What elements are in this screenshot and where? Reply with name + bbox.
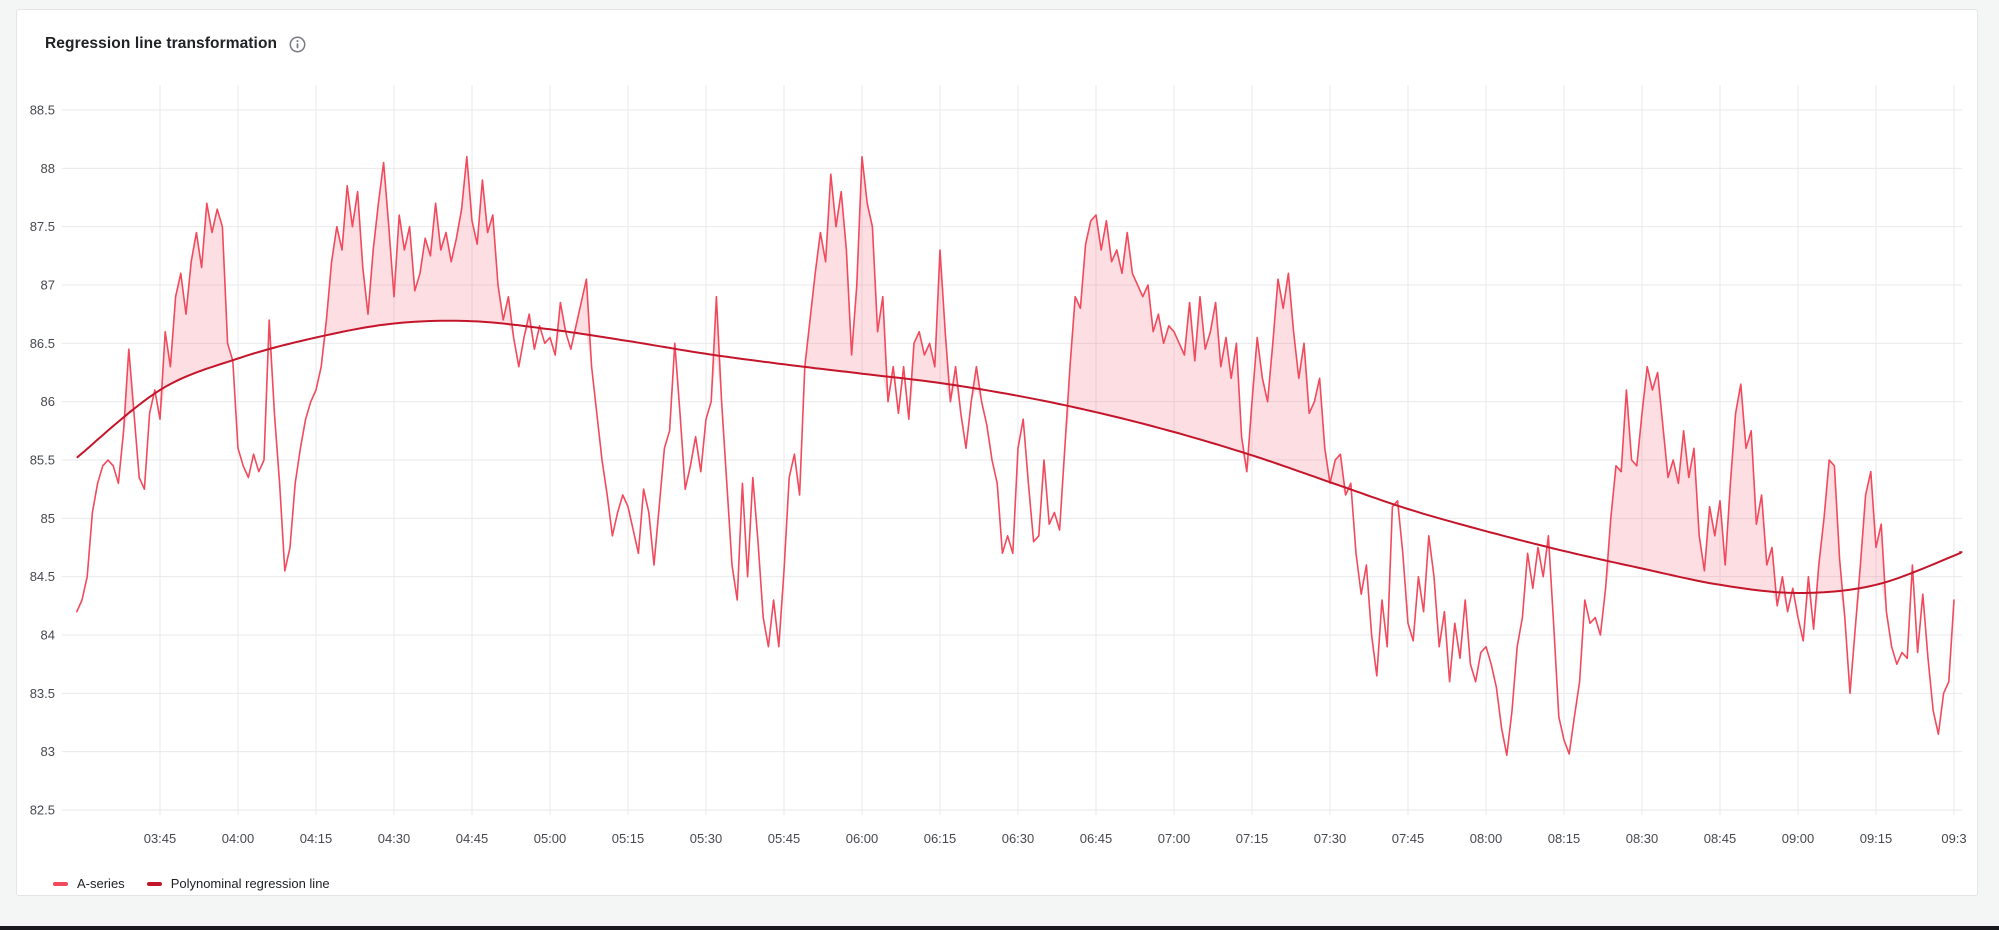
y-tick-label: 87.5: [30, 219, 55, 234]
y-tick-label: 86.5: [30, 336, 55, 351]
x-tick-label: 09:15: [1860, 831, 1893, 846]
a-series-line: [76, 155, 1955, 756]
x-tick-label: 04:15: [300, 831, 333, 846]
y-tick-label: 83: [41, 744, 55, 759]
x-tick-label: 08:45: [1704, 831, 1737, 846]
chart-panel: Regression line transformation A-series P…: [16, 9, 1978, 896]
panel-header: Regression line transformation: [45, 35, 306, 53]
x-tick-label: 06:30: [1002, 831, 1035, 846]
y-tick-label: 82.5: [30, 803, 55, 818]
x-tick-label: 09:3: [1941, 831, 1966, 846]
x-tick-label: 07:00: [1158, 831, 1191, 846]
x-tick-label: 06:45: [1080, 831, 1113, 846]
x-tick-label: 06:15: [924, 831, 957, 846]
y-tick-label: 88: [41, 161, 55, 176]
x-tick-label: 07:30: [1314, 831, 1347, 846]
legend-marker: [53, 881, 68, 886]
legend-item-regression[interactable]: Polynominal regression line: [146, 876, 330, 891]
x-tick-label: 03:45: [144, 831, 177, 846]
x-tick-label: 04:30: [378, 831, 411, 846]
y-tick-label: 83.5: [30, 686, 55, 701]
x-tick-label: 05:30: [690, 831, 723, 846]
bottom-strip: [0, 926, 1999, 930]
x-tick-label: 07:45: [1392, 831, 1425, 846]
info-icon[interactable]: [289, 36, 306, 53]
legend-marker: [146, 881, 162, 886]
legend-label: Polynominal regression line: [170, 876, 330, 891]
regression-line: [76, 319, 1963, 594]
x-tick-label: 06:00: [846, 831, 879, 846]
y-tick-label: 88.5: [30, 103, 55, 118]
x-tick-label: 08:00: [1470, 831, 1503, 846]
legend-item-a-series[interactable]: A-series: [53, 876, 125, 891]
legend-label: A-series: [77, 876, 125, 891]
x-tick-label: 09:00: [1782, 831, 1815, 846]
x-tick-label: 08:30: [1626, 831, 1659, 846]
y-tick-label: 85: [41, 511, 55, 526]
y-tick-label: 86: [41, 394, 55, 409]
legend: A-series Polynominal regression line: [53, 876, 330, 891]
x-tick-label: 05:15: [612, 831, 645, 846]
x-tick-label: 07:15: [1236, 831, 1269, 846]
y-tick-label: 84: [41, 628, 55, 643]
x-tick-label: 04:45: [456, 831, 489, 846]
x-tick-label: 08:15: [1548, 831, 1581, 846]
x-tick-label: 05:45: [768, 831, 801, 846]
x-tick-label: 04:00: [222, 831, 255, 846]
y-tick-label: 84.5: [30, 569, 55, 584]
y-tick-label: 85.5: [30, 453, 55, 468]
panel-title: Regression line transformation: [45, 35, 278, 52]
y-tick-label: 87: [41, 278, 55, 293]
x-tick-label: 05:00: [534, 831, 567, 846]
a-series-fill: [76, 156, 1954, 756]
